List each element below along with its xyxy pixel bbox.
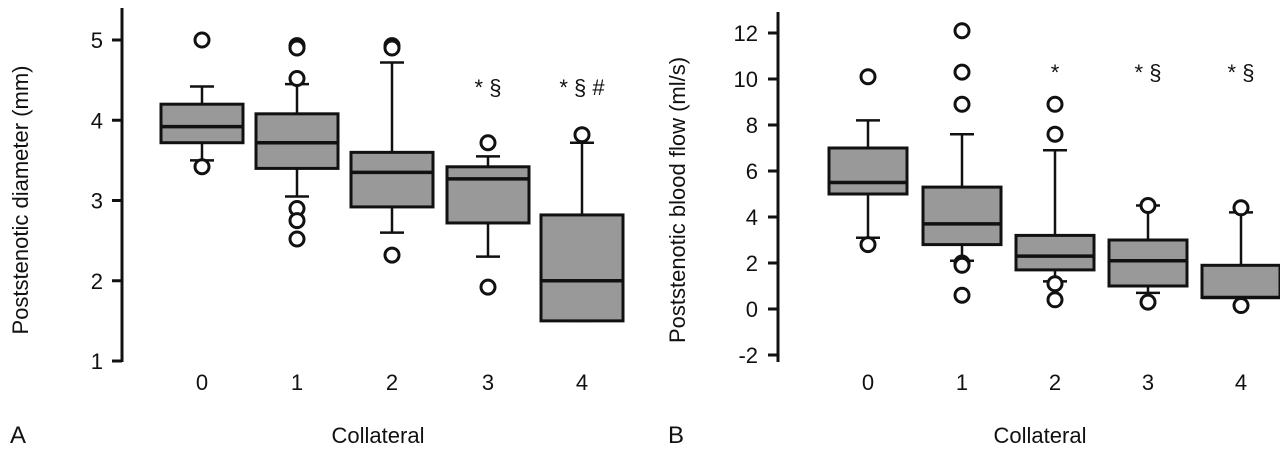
panel-a-x-tick-label: 0 [196,370,208,395]
panel-b-y-tick-label: -2 [738,343,758,368]
outlier-point [383,39,401,57]
panel-a-y-tick-label: 2 [91,269,103,294]
panel-b-box-4: * § [1200,60,1280,315]
significance-annotation: * § [1135,60,1162,85]
panel-b-x-tick-label: 3 [1142,370,1154,395]
panel-a-y-ticks: 1 2 3 4 5 [91,28,122,374]
outlier-point [1139,293,1157,311]
panel-b-x-tick-label: 0 [862,370,874,395]
panel-a-y-tick-label: 5 [91,28,103,53]
panel-a-x-tick-label: 4 [576,370,588,395]
panel-b-boxes: * * § * § [827,22,1280,315]
outlier-point [288,212,306,230]
iqr-box [827,146,909,196]
iqr-box [921,185,1003,247]
iqr-box [349,150,435,209]
iqr-box [539,213,625,323]
outlier-point [288,39,306,57]
outlier-point [479,278,497,296]
panel-b-y-tick-label: 8 [746,113,758,138]
panel-b-x-tick-label: 2 [1049,370,1061,395]
panel-b-x-tick-labels: 0 1 2 3 4 [862,370,1247,395]
outlier-point [1046,275,1064,293]
panel-b-y-axis-title: Poststenotic blood flow (ml/s) [665,57,690,343]
iqr-box [1200,263,1280,299]
panel-a-letter: A [10,422,26,449]
panel-b-y-tick-label: 6 [746,159,758,184]
panel-b-x-tick-label: 4 [1235,370,1247,395]
panel-a-y-axis-title: Poststenotic diameter (mm) [8,66,33,335]
outlier-point [383,246,401,264]
iqr-box [445,165,531,225]
panel-b-box-2: * [1014,60,1096,309]
panel-b-y-tick-label: 10 [734,67,758,92]
panel-a-x-tick-label: 3 [482,370,494,395]
panel-a-box-3: * § [445,75,531,296]
outlier-point [1232,199,1250,217]
panel-b-y-tick-label: 4 [746,205,758,230]
iqr-box [1014,233,1096,272]
significance-annotation: * § [1228,60,1255,85]
panel-a-chart: 1 2 3 4 5 * § * § # 0 1 2 3 4 Poststenotic diamet… [8,8,625,449]
outlier-point [1046,125,1064,143]
panel-a-x-tick-label: 1 [291,370,303,395]
panel-a-x-axis-title: Collateral [332,423,425,448]
outlier-point [1232,297,1250,315]
panel-a-box-0 [159,31,245,176]
panel-b-y-tick-label: 2 [746,251,758,276]
panel-b-x-tick-label: 1 [956,370,968,395]
outlier-point [859,236,877,254]
iqr-box [1107,238,1189,288]
panel-a-box-4: * § # [539,75,625,323]
panel-b-box-0 [827,68,909,254]
outlier-point [953,286,971,304]
outlier-point [1046,95,1064,113]
outlier-point [288,70,306,88]
iqr-box [159,102,245,145]
panel-a-y-tick-label: 3 [91,189,103,214]
panel-b-letter: B [668,422,684,449]
outlier-point [953,95,971,113]
outlier-point [953,256,971,274]
panel-b-y-tick-label: 12 [734,21,758,46]
outlier-point [288,230,306,248]
outlier-point [193,158,211,176]
outlier-point [859,68,877,86]
panel-b-box-3: * § [1107,60,1189,311]
panel-b-y-tick-label: 0 [746,297,758,322]
outlier-point [573,126,591,144]
outlier-point [1046,291,1064,309]
outlier-point [479,134,497,152]
panel-a-box-1 [254,37,340,248]
panel-a-boxes: * § * § # [159,31,625,323]
panel-a-y-tick-label: 1 [91,349,103,374]
panel-b-box-1 [921,22,1003,304]
panel-b-x-axis-title: Collateral [994,423,1087,448]
outlier-point [953,22,971,40]
panel-a-y-tick-label: 4 [91,108,103,133]
outlier-point [1139,197,1157,214]
panel-a-x-tick-label: 2 [386,370,398,395]
outlier-point [953,63,971,81]
panel-b-y-ticks: -2 0 2 4 6 8 10 12 [734,21,778,368]
significance-annotation: * [1051,60,1060,85]
panel-a-x-tick-labels: 0 1 2 3 4 [196,370,588,395]
panel-a-box-2 [349,37,435,264]
outlier-point [193,31,211,49]
significance-annotation: * § # [559,75,605,100]
significance-annotation: * § [475,75,502,100]
